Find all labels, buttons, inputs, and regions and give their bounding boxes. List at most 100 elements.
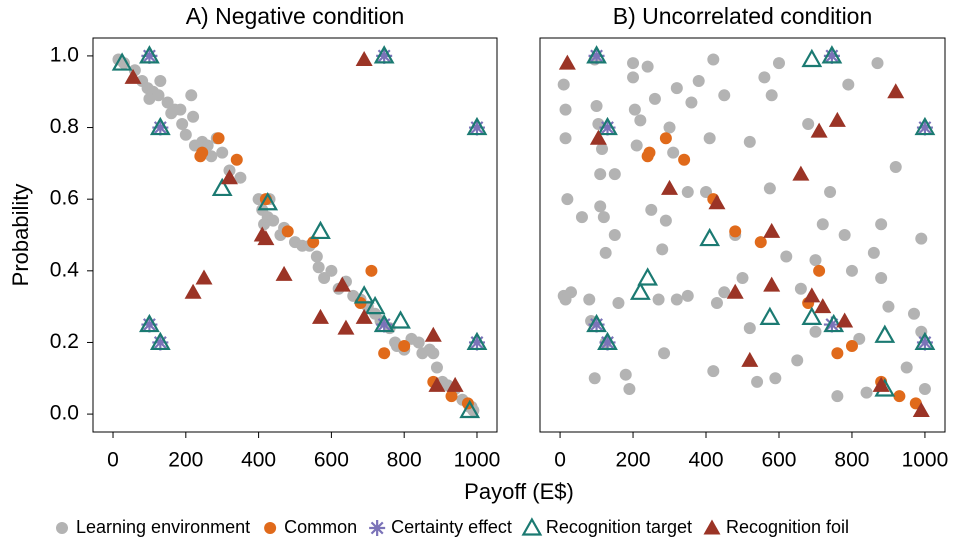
panel-title: A) Negative condition: [186, 3, 405, 29]
point: [211, 177, 233, 197]
point: [758, 71, 771, 84]
legend-label: Recognition foil: [726, 517, 849, 537]
point: [692, 74, 705, 87]
point: [333, 276, 351, 292]
legend-marker: [521, 517, 543, 536]
point: [364, 295, 386, 315]
point: [763, 276, 781, 292]
point: [634, 114, 647, 127]
point: [586, 313, 607, 333]
point: [586, 45, 607, 64]
point: [627, 57, 640, 70]
x-tick-label: 600: [314, 449, 349, 472]
point: [311, 308, 329, 324]
point: [661, 179, 679, 195]
point: [468, 334, 485, 351]
point: [816, 218, 829, 231]
legend-marker: [264, 522, 277, 534]
point: [648, 92, 661, 105]
point: [867, 246, 880, 259]
legend-label: Learning environment: [76, 517, 250, 537]
point: [860, 386, 873, 399]
point: [594, 168, 607, 181]
point: [373, 313, 395, 333]
point: [430, 361, 443, 374]
point: [310, 250, 323, 263]
point: [599, 334, 616, 351]
point: [763, 182, 776, 195]
point: [681, 289, 694, 302]
point: [802, 117, 815, 130]
point: [353, 285, 375, 304]
point: [152, 119, 169, 136]
point: [599, 246, 612, 259]
point: [918, 383, 931, 396]
point: [670, 293, 683, 306]
point: [468, 119, 485, 136]
point: [629, 281, 651, 300]
point: [445, 390, 458, 403]
point: [141, 316, 158, 333]
point: [376, 47, 393, 64]
y-axis-label: Probability: [8, 184, 33, 287]
point: [814, 298, 832, 314]
point: [914, 116, 936, 136]
point: [809, 325, 822, 338]
point: [828, 111, 846, 127]
point: [836, 312, 854, 328]
point: [889, 160, 902, 173]
point: [154, 74, 167, 87]
point: [780, 250, 793, 263]
x-tick-label: 0: [107, 449, 119, 472]
point: [794, 282, 807, 295]
point: [801, 48, 823, 68]
point: [681, 186, 694, 199]
point: [597, 116, 618, 136]
point: [803, 287, 821, 303]
point: [373, 45, 395, 64]
y-tick-label: 0.0: [50, 402, 79, 425]
point: [596, 143, 609, 156]
point: [726, 283, 744, 299]
point: [637, 267, 659, 286]
point: [736, 271, 749, 284]
point: [875, 271, 888, 284]
point: [588, 372, 601, 385]
point: [652, 293, 665, 306]
point: [875, 218, 888, 231]
point: [893, 390, 906, 403]
point: [823, 47, 840, 64]
point: [608, 229, 621, 241]
point: [412, 336, 425, 349]
point: [810, 122, 828, 138]
point: [195, 269, 213, 285]
point: [824, 186, 837, 199]
legend-label: Recognition target: [546, 517, 692, 537]
point: [743, 322, 756, 335]
point: [559, 132, 572, 145]
point: [557, 78, 570, 91]
point: [376, 316, 393, 333]
point: [791, 354, 804, 367]
point: [575, 211, 588, 224]
point: [355, 308, 373, 324]
point: [139, 45, 160, 64]
point: [708, 194, 726, 210]
point: [809, 254, 822, 267]
point: [124, 68, 142, 84]
y-tick-label: 0.6: [50, 187, 79, 210]
point: [428, 376, 446, 392]
point: [588, 316, 605, 333]
point: [275, 265, 293, 281]
point: [845, 264, 858, 277]
point: [792, 165, 810, 181]
point: [619, 368, 632, 381]
legend-label: Common: [284, 517, 357, 537]
point: [355, 50, 373, 66]
point: [823, 316, 840, 333]
point: [594, 200, 607, 213]
point: [141, 47, 158, 64]
point: [590, 100, 603, 113]
point: [707, 53, 720, 66]
